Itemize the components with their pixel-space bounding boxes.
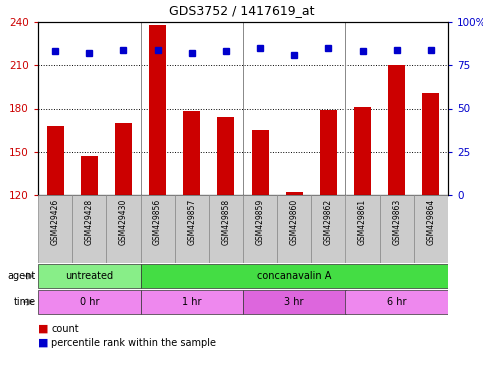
- Text: ■: ■: [38, 338, 48, 348]
- Bar: [72, 195, 106, 263]
- Bar: [252, 130, 269, 195]
- Text: untreated: untreated: [65, 271, 114, 281]
- Bar: [388, 65, 405, 195]
- Text: GSM429856: GSM429856: [153, 199, 162, 245]
- Bar: [46, 126, 64, 195]
- Text: GSM429858: GSM429858: [221, 199, 230, 245]
- Text: 1 hr: 1 hr: [182, 297, 201, 307]
- Text: 0 hr: 0 hr: [80, 297, 99, 307]
- Bar: [81, 156, 98, 195]
- Bar: [115, 123, 132, 195]
- Text: ■: ■: [38, 324, 48, 334]
- Text: percentile rank within the sample: percentile rank within the sample: [51, 338, 216, 348]
- Text: GDS3752 / 1417619_at: GDS3752 / 1417619_at: [169, 4, 314, 17]
- Bar: [380, 195, 414, 263]
- Bar: [175, 195, 209, 263]
- Text: GSM429863: GSM429863: [392, 199, 401, 245]
- Bar: [106, 195, 141, 263]
- Bar: [422, 93, 440, 195]
- Text: time: time: [14, 297, 36, 307]
- Bar: [243, 195, 277, 263]
- Bar: [38, 195, 72, 263]
- Bar: [149, 25, 166, 195]
- Bar: [277, 195, 312, 263]
- Text: 3 hr: 3 hr: [284, 297, 304, 307]
- Text: 6 hr: 6 hr: [387, 297, 407, 307]
- Text: GSM429857: GSM429857: [187, 199, 196, 245]
- Bar: [354, 107, 371, 195]
- Text: GSM429859: GSM429859: [256, 199, 265, 245]
- Bar: [38, 264, 141, 288]
- Text: concanavalin A: concanavalin A: [257, 271, 331, 281]
- Bar: [286, 192, 303, 195]
- Bar: [141, 264, 448, 288]
- Text: GSM429430: GSM429430: [119, 199, 128, 245]
- Text: GSM429428: GSM429428: [85, 199, 94, 245]
- Bar: [209, 195, 243, 263]
- Text: GSM429861: GSM429861: [358, 199, 367, 245]
- Text: agent: agent: [8, 271, 36, 281]
- Bar: [243, 290, 345, 314]
- Text: GSM429860: GSM429860: [290, 199, 299, 245]
- Text: GSM429426: GSM429426: [51, 199, 59, 245]
- Bar: [141, 290, 243, 314]
- Text: GSM429864: GSM429864: [426, 199, 435, 245]
- Bar: [217, 117, 234, 195]
- Text: count: count: [51, 324, 79, 334]
- Bar: [312, 195, 345, 263]
- Bar: [141, 195, 175, 263]
- Bar: [320, 110, 337, 195]
- Bar: [183, 111, 200, 195]
- Bar: [345, 195, 380, 263]
- Bar: [414, 195, 448, 263]
- Bar: [38, 290, 141, 314]
- Bar: [345, 290, 448, 314]
- Text: GSM429862: GSM429862: [324, 199, 333, 245]
